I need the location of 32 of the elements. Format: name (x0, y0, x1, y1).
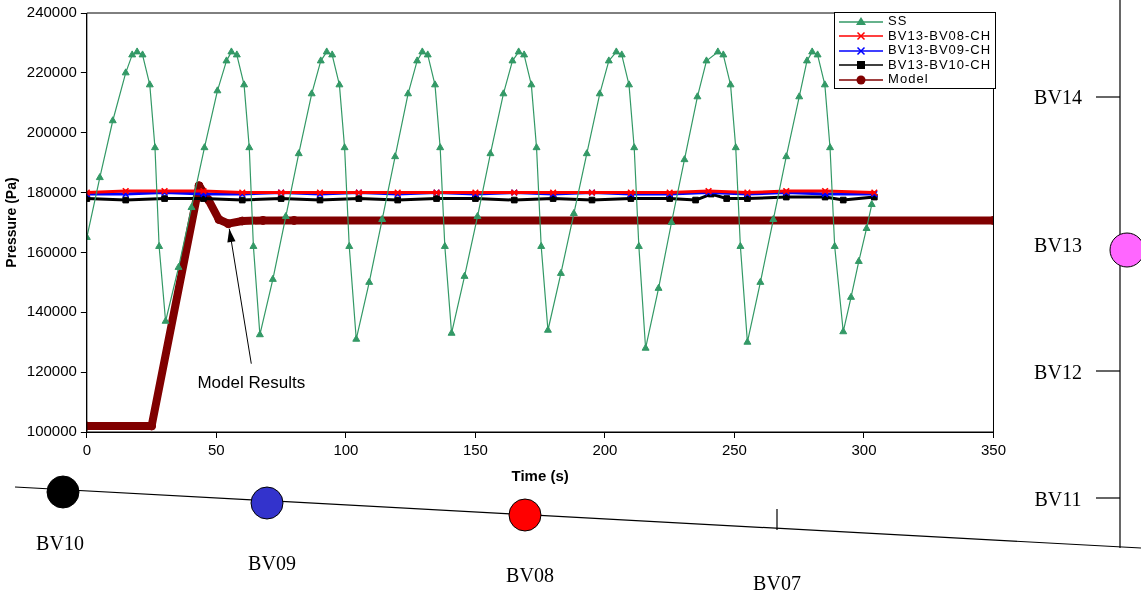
y-tick-label: 140000 (26, 302, 77, 320)
legend-label: SS (888, 13, 908, 28)
text: BV07 (753, 571, 801, 595)
y-tick-label: 220000 (26, 63, 77, 80)
y-tick-label: 180000 (26, 182, 77, 200)
y-tick-label: 120000 (26, 362, 77, 380)
text: BV08 (506, 563, 554, 587)
x-tick-label: 50 (208, 441, 225, 459)
x-tick-label: 0 (82, 441, 92, 459)
annotation: Model Results (197, 373, 306, 393)
x-tick-label: 300 (851, 441, 877, 459)
legend-label: BV13-BV10-CH (888, 56, 992, 72)
text: BV14 (1034, 85, 1082, 109)
text: BV11 (1034, 487, 1082, 511)
x-tick-label: 250 (721, 441, 747, 459)
x-tick-label: 150 (462, 441, 488, 459)
text: BV13 (1034, 233, 1082, 257)
y-tick-label: 200000 (26, 122, 77, 140)
y-axis-title: Pressure (Pa) (3, 177, 20, 268)
x-tick-label: 200 (592, 441, 618, 459)
x-axis-title: Time (s) (511, 467, 569, 485)
legend-label: BV13-BV09-CH (888, 42, 992, 58)
x-tick-label: 100 (333, 441, 359, 459)
y-tick-label: 160000 (26, 242, 77, 260)
legend-label: Model (888, 71, 929, 87)
y-tick-label: 240000 (26, 3, 77, 21)
text: BV10 (36, 531, 84, 555)
y-tick-label: 100000 (26, 422, 77, 440)
legend-label: BV13-BV08-CH (888, 27, 992, 43)
x-tick-label: 350 (980, 441, 1006, 459)
text: BV12 (1034, 360, 1082, 384)
text: BV09 (248, 551, 296, 575)
